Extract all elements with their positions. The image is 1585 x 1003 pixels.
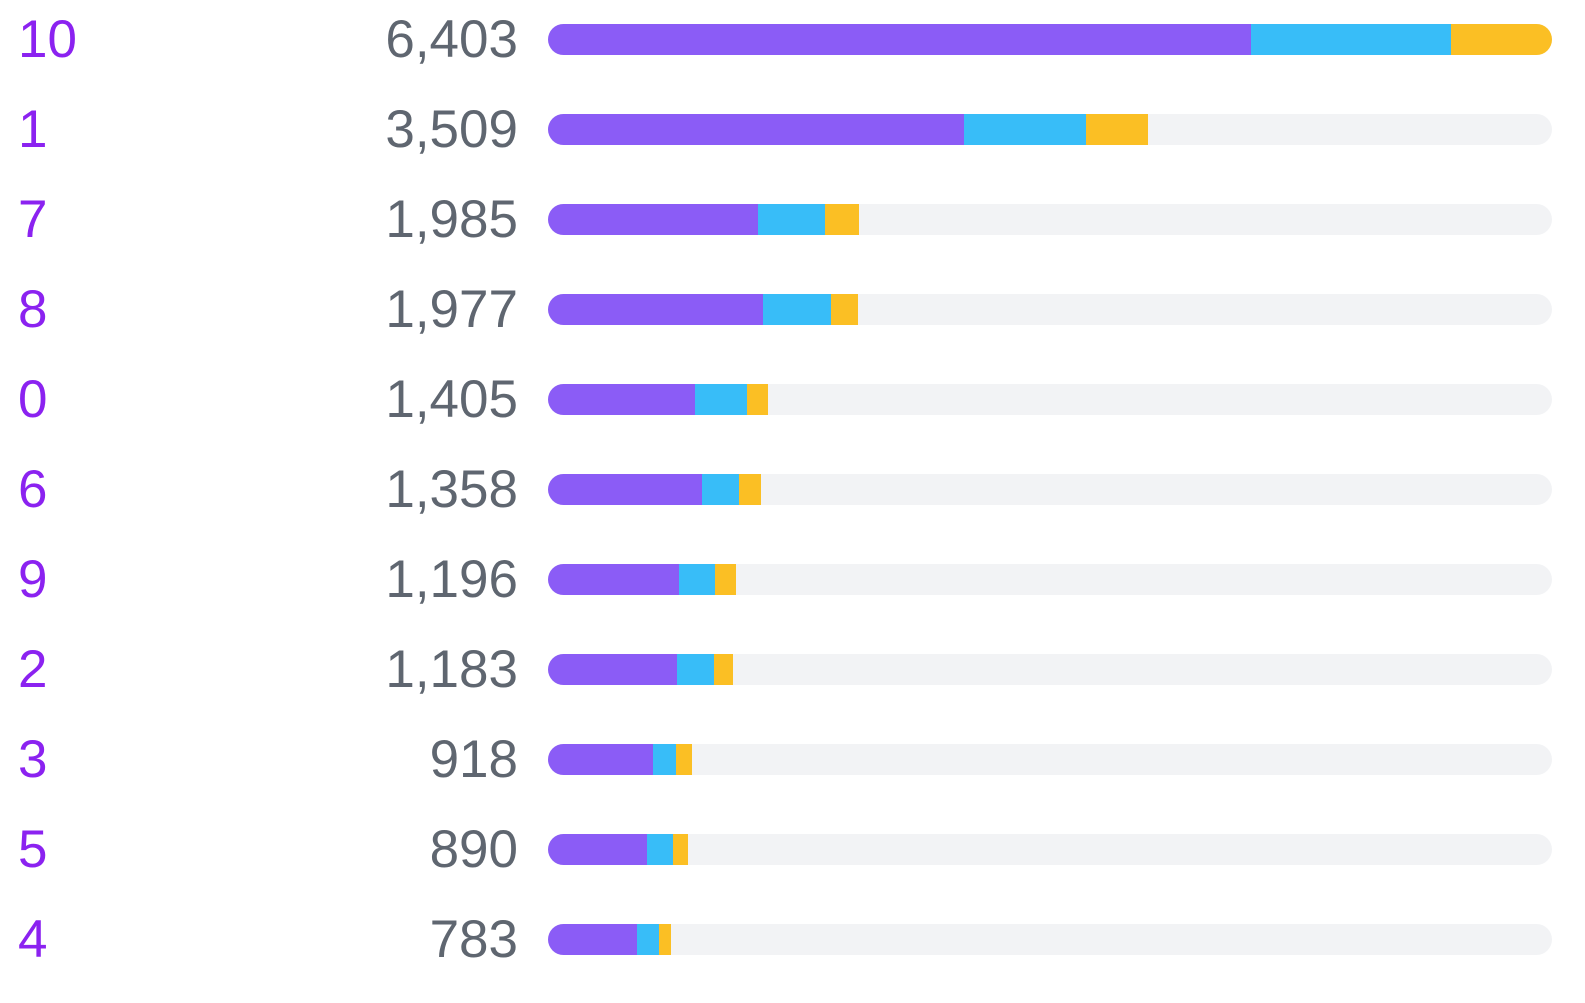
bar-segment-2: [679, 564, 716, 595]
bar-segment-1: [548, 654, 677, 685]
bar-segment-3: [713, 654, 734, 685]
list-item[interactable]: 5 890: [0, 810, 1585, 900]
row-count-value: 783: [429, 910, 518, 969]
row-count-value: 918: [429, 730, 518, 789]
bar-segment-2: [758, 204, 826, 235]
bar-segment-1: [548, 114, 964, 145]
bar-segment-2: [637, 924, 659, 955]
bar-segment-3: [739, 474, 761, 505]
row-key-label[interactable]: 9: [18, 550, 48, 609]
bar-segment-3: [715, 564, 736, 595]
row-key-label[interactable]: 8: [18, 280, 48, 339]
stacked-bar-track: [548, 294, 1552, 325]
row-key-label[interactable]: 4: [18, 910, 48, 969]
bar-segment-1: [548, 294, 764, 325]
bar-segment-1: [548, 564, 680, 595]
row-count-value: 1,358: [385, 460, 518, 519]
row-count-value: 1,985: [385, 190, 518, 249]
bar-segment-2: [676, 654, 714, 685]
row-key-label[interactable]: 6: [18, 460, 48, 519]
bar-segment-3: [673, 834, 688, 865]
stacked-bar-track: [548, 204, 1552, 235]
bar-segment-1: [548, 834, 648, 865]
row-key-label[interactable]: 10: [18, 10, 77, 69]
row-count-value: 1,183: [385, 640, 518, 699]
stacked-bar-track: [548, 744, 1552, 775]
bar-segment-2: [763, 294, 832, 325]
bar-segment-2: [702, 474, 740, 505]
list-item[interactable]: 1 3,509: [0, 90, 1585, 180]
list-item[interactable]: 6 1,358: [0, 450, 1585, 540]
row-count-value: 890: [429, 820, 518, 879]
bar-segment-3: [831, 294, 858, 325]
bar-segment-2: [647, 834, 674, 865]
stacked-bar-track: [548, 924, 1552, 955]
row-key-label[interactable]: 1: [18, 100, 48, 159]
list-item[interactable]: 2 1,183: [0, 630, 1585, 720]
list-item[interactable]: 8 1,977: [0, 270, 1585, 360]
bar-segment-1: [548, 204, 759, 235]
bar-segment-3: [746, 384, 769, 415]
row-key-label[interactable]: 0: [18, 370, 48, 429]
bar-segment-2: [963, 114, 1086, 145]
bar-segment-3: [659, 924, 671, 955]
row-count-value: 1,405: [385, 370, 518, 429]
list-item[interactable]: 4 783: [0, 900, 1585, 990]
bar-segment-2: [695, 384, 747, 415]
stacked-bar-track: [548, 384, 1552, 415]
bar-segment-1: [548, 924, 638, 955]
row-count-value: 1,196: [385, 550, 518, 609]
stacked-bar-track: [548, 114, 1552, 145]
row-count-value: 3,509: [385, 100, 518, 159]
bar-segment-3: [1085, 114, 1149, 145]
bar-segment-3: [1451, 24, 1552, 55]
list-item[interactable]: 10 6,403: [0, 0, 1585, 90]
bar-segment-3: [825, 204, 860, 235]
row-key-label[interactable]: 2: [18, 640, 48, 699]
bar-segment-3: [675, 744, 692, 775]
stacked-bar-track: [548, 24, 1552, 55]
row-key-label[interactable]: 5: [18, 820, 48, 879]
list-item[interactable]: 3 918: [0, 720, 1585, 810]
stacked-bar-track: [548, 474, 1552, 505]
row-key-label[interactable]: 7: [18, 190, 48, 249]
list-item[interactable]: 7 1,985: [0, 180, 1585, 270]
row-count-value: 1,977: [385, 280, 518, 339]
bar-segment-1: [548, 744, 654, 775]
bar-segment-2: [653, 744, 676, 775]
bar-segment-1: [548, 24, 1251, 55]
stacked-bar-track: [548, 654, 1552, 685]
stacked-bar-track: [548, 564, 1552, 595]
list-item[interactable]: 0 1,405: [0, 360, 1585, 450]
row-count-value: 6,403: [385, 10, 518, 69]
bar-segment-2: [1250, 24, 1452, 55]
list-item[interactable]: 9 1,196: [0, 540, 1585, 630]
bar-segment-1: [548, 474, 703, 505]
stacked-bar-track: [548, 834, 1552, 865]
row-key-label[interactable]: 3: [18, 730, 48, 789]
bar-segment-1: [548, 384, 696, 415]
